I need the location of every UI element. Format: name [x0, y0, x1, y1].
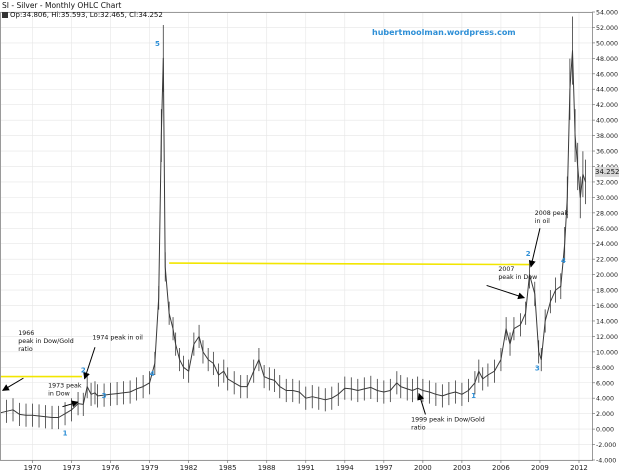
watermark-url: hubertmoolman.wordpress.com: [372, 28, 516, 37]
y-tick-label: 12.000: [596, 334, 618, 341]
annotation-line: in oil: [535, 218, 550, 225]
x-tick-label: 1973: [63, 464, 81, 471]
annotation-text: 1999 peak in Dow/Gold ratio: [411, 416, 485, 431]
annotation-line: ratio: [18, 346, 33, 353]
x-tick-label: 2012: [570, 464, 588, 471]
y-tick-label: 10.000: [596, 349, 618, 356]
grid: [0, 11, 592, 461]
annotation-text: 1974 peak in oil: [92, 335, 143, 342]
x-tick-label: 1982: [180, 464, 198, 471]
x-tick-label: 1991: [297, 464, 315, 471]
series-swatch: [2, 12, 8, 18]
wave-label: 4: [561, 257, 566, 265]
annotation-text: 1966 peak in Dow/Gold ratio: [18, 330, 74, 353]
y-tick-label: -2.000: [596, 442, 616, 449]
y-tick-label: 52.000: [596, 25, 618, 32]
annotation-text: 1973 peak in Dow: [48, 382, 82, 397]
x-tick-label: 1985: [219, 464, 237, 471]
y-tick-label: 42.000: [596, 102, 618, 109]
resistance-lines: [0, 262, 530, 378]
y-tick-label: 44.000: [596, 87, 618, 94]
annotation-line: 2007: [498, 266, 514, 273]
y-tick-label: 24.000: [596, 241, 618, 248]
annotation-line: 2008 peak: [535, 210, 569, 217]
x-tick-label: 1970: [24, 464, 42, 471]
annotation-arrow: [2, 377, 24, 391]
y-tick-label: 46.000: [596, 71, 618, 78]
wave-label: 1: [63, 429, 68, 437]
y-tick-label: 20.000: [596, 272, 618, 279]
y-tick-label: 14.000: [596, 318, 618, 325]
chart-title: SI - Silver - Monthly OHLC Chart: [2, 1, 122, 10]
last-price-marker: 34.252: [595, 167, 620, 177]
wave-label: 5: [155, 40, 160, 48]
annotation-arrow: [62, 400, 79, 408]
y-tick-label: 30.000: [596, 195, 618, 202]
axes: -4.000 -2.000 0.000 2.000 4.000 6.000 8.000 10.…: [0, 10, 618, 472]
x-tick-label: 1979: [141, 464, 159, 471]
y-tick-label: 36.000: [596, 149, 618, 156]
price-series: [0, 16, 586, 430]
wave-label: 4: [150, 370, 155, 378]
y-tick-label: 8.000: [596, 365, 614, 372]
y-tick-label: 48.000: [596, 56, 618, 63]
annotation-arrow: [486, 284, 526, 300]
ohlc-values: Op:34.806, Hi:35.593, Lo:32.465, Cl:34.2…: [10, 11, 163, 19]
annotation-arrow: [417, 392, 426, 415]
wave-label: 1: [471, 392, 476, 400]
y-tick-label: 4.000: [596, 396, 614, 403]
y-tick-label: 32.000: [596, 179, 618, 186]
annotation-arrow: [528, 228, 541, 268]
ohlc-readout: Op:34.806, Hi:35.593, Lo:32.465, Cl:34.2…: [2, 11, 163, 19]
y-tick-label: 54.000: [596, 10, 618, 17]
x-tick-label: 1997: [375, 464, 393, 471]
annotation-line: peak in Dow: [498, 274, 537, 281]
resistance-line: [169, 262, 530, 266]
annotation-line: 1974 peak in oil: [92, 335, 143, 342]
y-tick-label: 40.000: [596, 118, 618, 125]
wave-label: 3: [535, 364, 540, 372]
y-tick-label: -4.000: [596, 458, 616, 465]
wave-label: 3: [102, 392, 107, 400]
annotation-line: peak in Dow/Gold: [18, 338, 74, 345]
x-tick-label: 1976: [102, 464, 120, 471]
y-tick-label: 28.000: [596, 210, 618, 217]
annotation-arrow: [83, 347, 96, 380]
wave-label: 2: [81, 367, 86, 375]
x-tick-label: 1988: [258, 464, 276, 471]
wave-label: 2: [526, 250, 531, 258]
x-tick-label: 2000: [414, 464, 432, 471]
x-tick-label: 1994: [336, 464, 354, 471]
x-tick-label: 2003: [453, 464, 471, 471]
annotation-line: 1999 peak in Dow/Gold: [411, 416, 485, 423]
y-tick-label: 18.000: [596, 288, 618, 295]
x-tick-label: 2009: [531, 464, 549, 471]
y-tick-label: 22.000: [596, 257, 618, 264]
annotation-line: in Dow: [48, 390, 70, 397]
y-tick-label: 2.000: [596, 411, 614, 418]
price-line: [0, 50, 586, 418]
plot-frame: [0, 12, 593, 461]
y-tick-label: 38.000: [596, 133, 618, 140]
y-tick-label: 16.000: [596, 303, 618, 310]
y-tick-label: 26.000: [596, 226, 618, 233]
y-tick-label: 0.000: [596, 427, 614, 434]
annotation-line: 1973 peak: [48, 382, 82, 389]
y-tick-label: 50.000: [596, 40, 618, 47]
annotation-text: 2007 peak in Dow: [498, 266, 537, 281]
x-tick-label: 2006: [492, 464, 510, 471]
annotation-text: 2008 peak in oil: [535, 210, 569, 225]
annotation-line: 1966: [18, 330, 34, 337]
y-tick-label: 6.000: [596, 380, 614, 387]
annotation-line: ratio: [411, 424, 426, 431]
